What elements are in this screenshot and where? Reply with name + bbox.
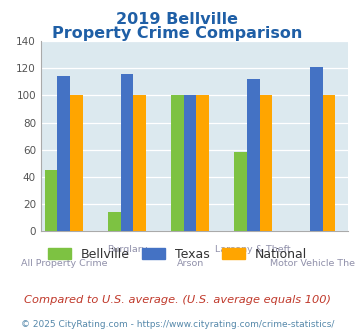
Bar [247, 79, 260, 231]
Text: All Property Crime: All Property Crime [21, 259, 107, 268]
Bar [58, 77, 70, 231]
Text: Burglary: Burglary [107, 245, 147, 254]
Text: © 2025 CityRating.com - https://www.cityrating.com/crime-statistics/: © 2025 CityRating.com - https://www.city… [21, 320, 334, 329]
Legend: Bellville, Texas, National: Bellville, Texas, National [43, 243, 312, 266]
Bar [171, 95, 184, 231]
Text: Arson: Arson [176, 259, 204, 268]
Text: 2019 Bellville: 2019 Bellville [116, 12, 239, 26]
Bar [121, 74, 133, 231]
Bar [234, 152, 247, 231]
Text: Compared to U.S. average. (U.S. average equals 100): Compared to U.S. average. (U.S. average … [24, 295, 331, 305]
Text: Property Crime Comparison: Property Crime Comparison [52, 26, 303, 41]
Text: Larceny & Theft: Larceny & Theft [215, 245, 291, 254]
Bar [310, 67, 323, 231]
Bar [196, 95, 209, 231]
Bar [45, 170, 58, 231]
Bar [184, 95, 196, 231]
Bar [323, 95, 335, 231]
Text: Motor Vehicle Theft: Motor Vehicle Theft [270, 259, 355, 268]
Bar [70, 95, 83, 231]
Bar [108, 212, 121, 231]
Bar [260, 95, 272, 231]
Bar [133, 95, 146, 231]
